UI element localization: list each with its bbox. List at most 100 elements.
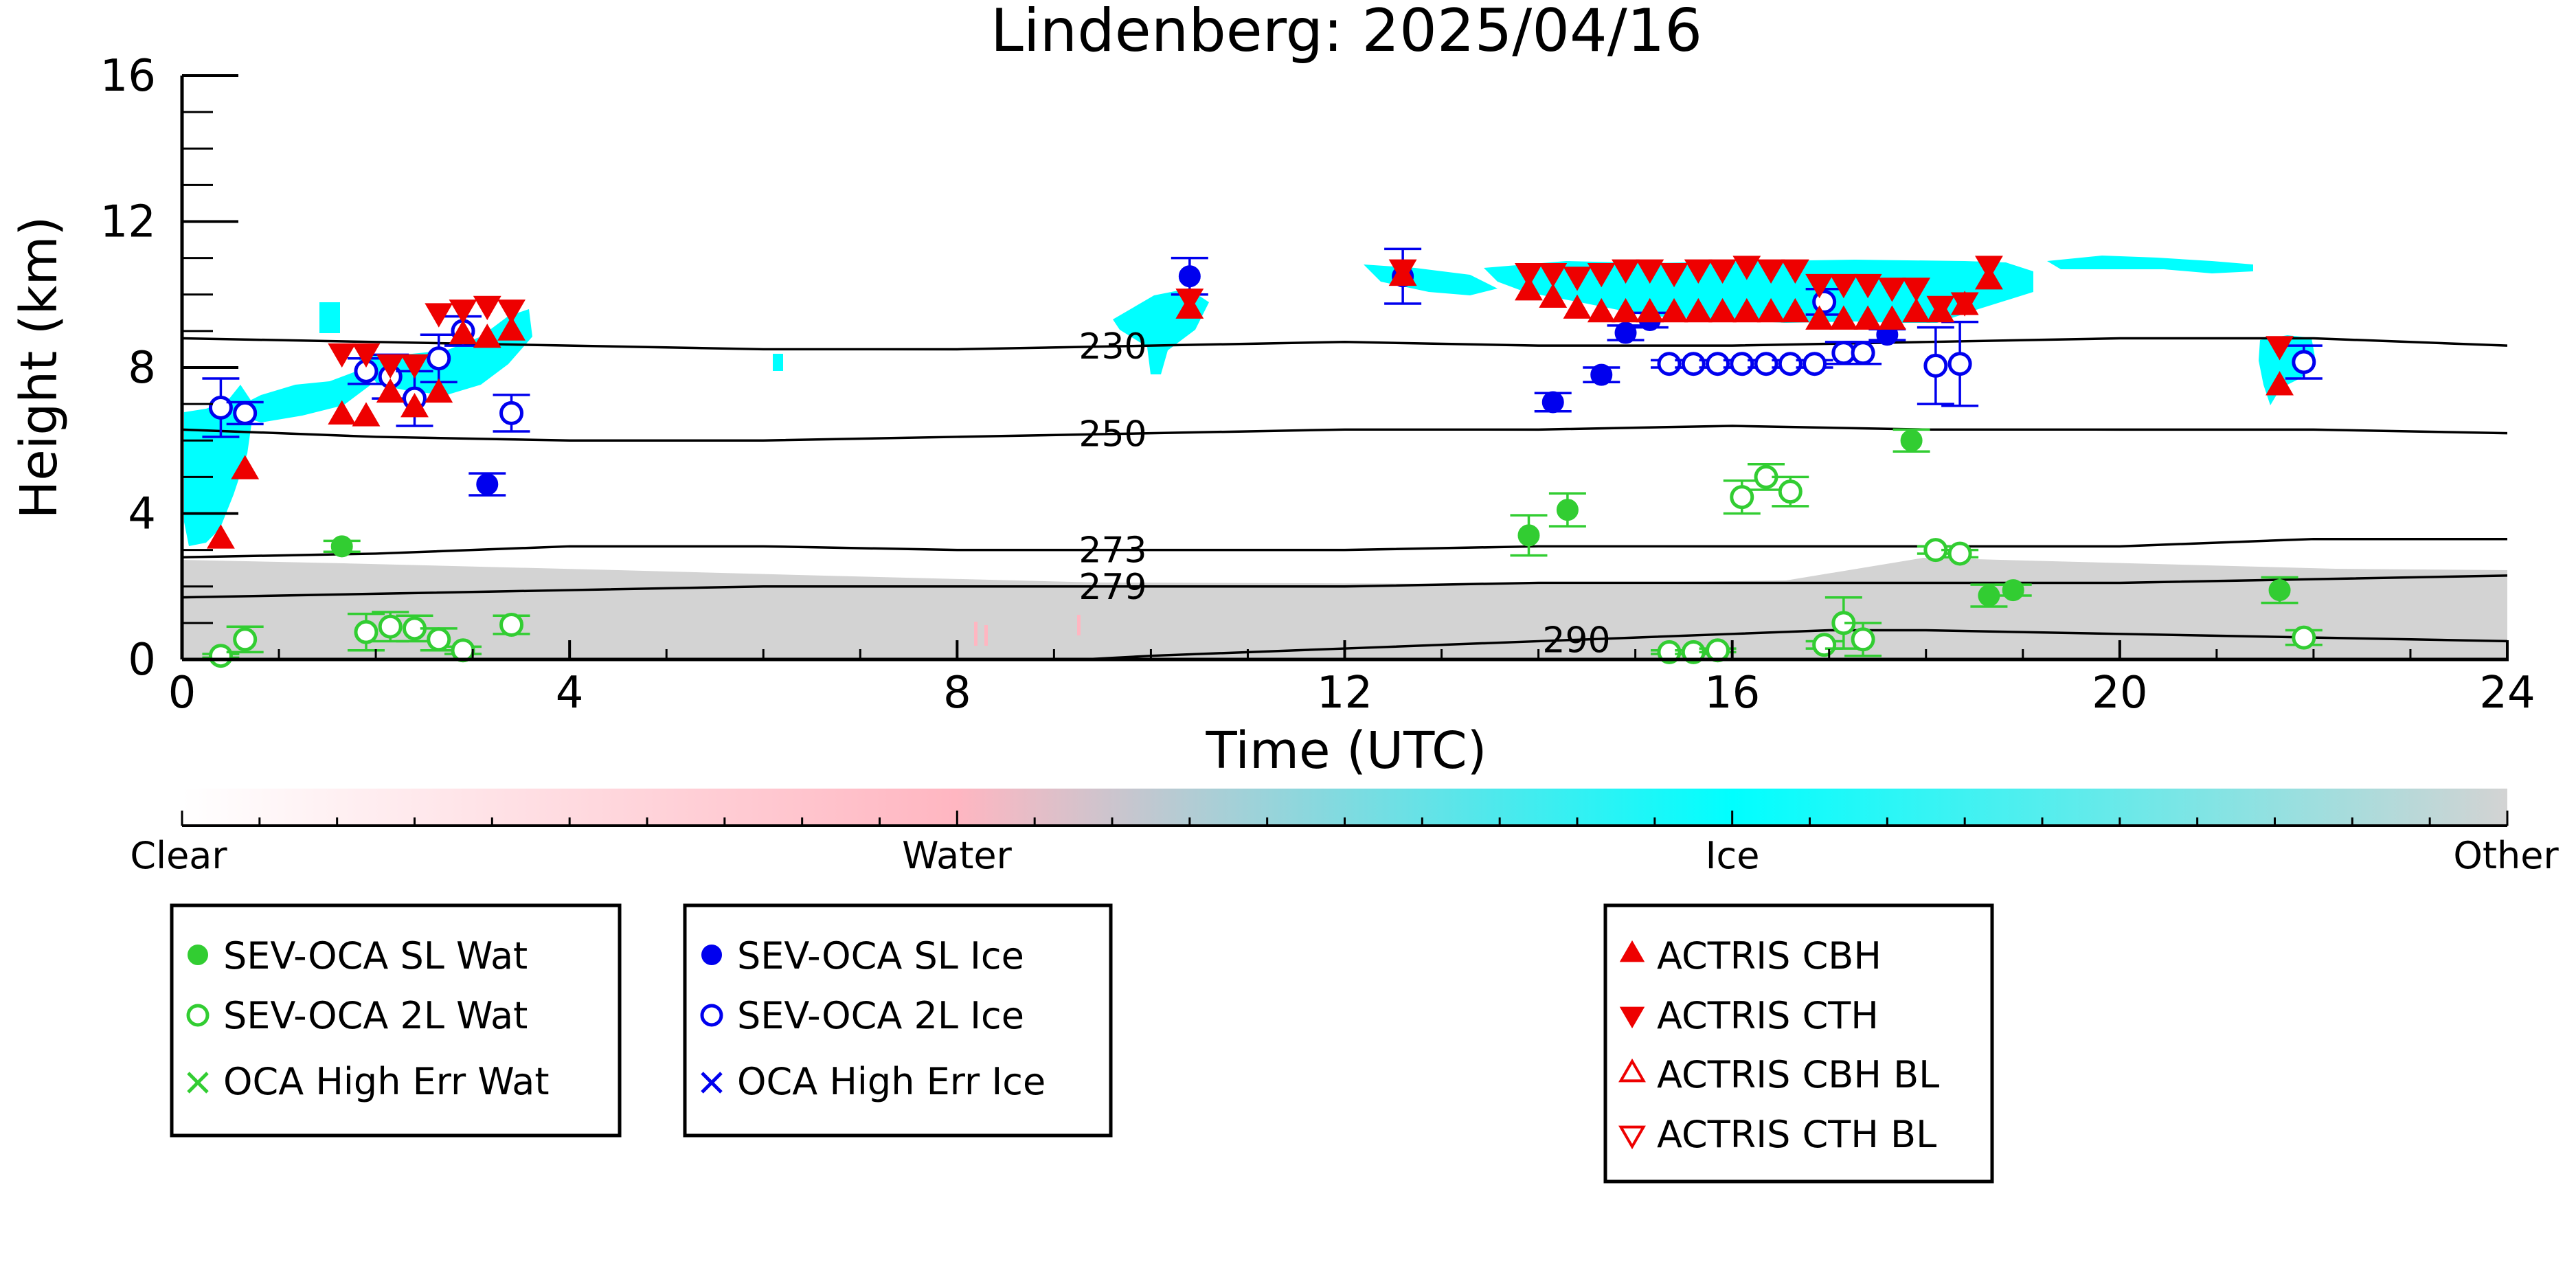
- point-actris-cbh: [449, 319, 477, 345]
- point-actris-cth: [473, 295, 501, 321]
- legend-marker-cbh: [1619, 940, 1645, 962]
- point-sev-oca-2l-wat: [2292, 625, 2316, 650]
- point-sev-oca-2l-ice: [2292, 350, 2316, 374]
- point-actris-cbh: [1587, 297, 1616, 323]
- point-sev-oca-2l-wat: [427, 627, 451, 652]
- point-actris-cbh: [497, 316, 526, 341]
- legend-marker-higherr-wat: [187, 1072, 209, 1094]
- point-sev-oca-2l-wat: [499, 613, 524, 637]
- x-axis-label: Time (UTC): [1205, 721, 1487, 780]
- point-actris-cth: [1829, 273, 1858, 299]
- point-actris-cth: [1587, 262, 1616, 288]
- contour-label-279: 279: [1078, 567, 1146, 608]
- legend-ice: SEV-OCA SL Ice SEV-OCA 2L Ice OCA High E…: [683, 903, 1113, 1138]
- point-actris-cth: [1175, 289, 1204, 313]
- water-speck: [984, 625, 988, 646]
- series-actris-cbh: [206, 261, 2294, 549]
- point-actris-cbh: [231, 455, 260, 479]
- point-sev-oca-2l-ice: [499, 400, 524, 425]
- y-tick-label: 8: [128, 343, 156, 394]
- point-actris-cbh: [206, 524, 235, 549]
- ice-region: [319, 302, 340, 333]
- legend-marker-sl-ice: [701, 945, 722, 965]
- series-sev-oca-2l-wat: [202, 463, 2323, 668]
- point-sev-oca-2l-ice: [208, 395, 233, 420]
- point-sev-oca-sl-wat: [2002, 579, 2024, 602]
- legend-label-sl-ice: SEV-OCA SL Ice: [737, 934, 1024, 978]
- point-actris-cth: [328, 343, 357, 368]
- point-actris-cth: [1539, 262, 1568, 288]
- water-speck: [974, 622, 978, 646]
- point-actris-cbh: [1563, 294, 1592, 319]
- ice-region: [2047, 256, 2253, 273]
- y-tick-label: 16: [100, 51, 156, 102]
- point-sev-oca-sl-ice: [1541, 391, 1564, 414]
- colorbar: Clear Water Ice Other: [130, 789, 2559, 877]
- point-actris-cbh: [1853, 305, 1882, 330]
- y-axis-label: Height (km): [10, 216, 69, 519]
- legend-label-higherr-wat: OCA High Err Wat: [223, 1060, 550, 1103]
- series-sev-oca-sl-ice: [468, 247, 1906, 497]
- point-actris-cth: [1515, 262, 1543, 288]
- legend-water: SEV-OCA SL Wat SEV-OCA 2L Wat OCA High E…: [170, 903, 622, 1138]
- contour-label-273: 273: [1078, 530, 1146, 572]
- point-actris-cth: [425, 303, 453, 328]
- contour-label-250: 250: [1078, 414, 1146, 455]
- legend-actris: ACTRIS CBH ACTRIS CTH ACTRIS CBH BL ACTR…: [1603, 903, 1994, 1184]
- point-sev-oca-2l-ice: [1803, 352, 1827, 376]
- point-actris-cth: [1853, 273, 1882, 299]
- contour-label-230: 230: [1078, 326, 1146, 368]
- point-actris-cbh: [1612, 297, 1640, 323]
- legend-marker-cth: [1619, 1006, 1645, 1029]
- legend-marker-cbh-bl: [1618, 1058, 1646, 1083]
- point-sev-oca-2l-wat: [354, 620, 379, 644]
- legend-label-sl-wat: SEV-OCA SL Wat: [223, 934, 528, 978]
- point-sev-oca-sl-wat: [1900, 429, 1923, 452]
- point-actris-cbh: [400, 393, 429, 418]
- colorbar-label-ice: Ice: [1706, 834, 1760, 877]
- legend-marker-2l-ice: [700, 1004, 723, 1027]
- legend-symbol: [1618, 1058, 1646, 1083]
- data-markers: [202, 247, 2323, 668]
- contour-label-290: 290: [1542, 620, 1610, 661]
- point-sev-oca-2l-wat: [1778, 479, 1803, 504]
- point-actris-cth: [1756, 259, 1785, 284]
- point-sev-oca-2l-ice: [1947, 352, 1972, 376]
- x-tick-label: 16: [1704, 668, 1760, 719]
- colorbar-label-other: Other: [2453, 834, 2559, 877]
- point-sev-oca-2l-wat: [1657, 640, 1682, 664]
- point-actris-cth: [1805, 273, 1834, 299]
- legend-symbol: [701, 945, 722, 965]
- legend-symbol: [1619, 1006, 1645, 1029]
- series-actris-cth: [328, 256, 2294, 379]
- point-sev-oca-2l-wat: [451, 638, 475, 663]
- point-sev-oca-2l-ice: [1778, 352, 1803, 376]
- point-sev-oca-2l-ice: [1730, 352, 1754, 376]
- point-actris-cth: [1563, 267, 1592, 291]
- point-actris-cbh: [328, 400, 357, 425]
- point-actris-cth: [1877, 278, 1906, 302]
- point-actris-cbh: [1805, 305, 1834, 330]
- colorbar-label-clear: Clear: [130, 834, 227, 877]
- point-actris-cth: [1612, 259, 1640, 284]
- point-actris-cbh: [1636, 297, 1664, 323]
- point-sev-oca-sl-wat: [1556, 499, 1579, 521]
- legend-label-higherr-ice: OCA High Err Ice: [737, 1060, 1046, 1103]
- chart-title: Lindenberg: 2025/04/16: [991, 0, 1702, 65]
- point-actris-cbh: [2266, 371, 2294, 396]
- legend-label-cbh-bl: ACTRIS CBH BL: [1657, 1053, 1939, 1096]
- contour-line-273: [182, 537, 2507, 558]
- point-actris-cbh: [1732, 297, 1761, 323]
- legend-symbol: [701, 1072, 723, 1094]
- point-actris-cbh: [1660, 297, 1688, 323]
- point-sev-oca-2l-ice: [1706, 352, 1730, 376]
- series-sev-oca-sl-wat: [323, 428, 2298, 608]
- y-tick-label: 12: [100, 197, 156, 248]
- point-sev-oca-2l-ice: [1923, 353, 1948, 378]
- point-sev-oca-2l-wat: [208, 644, 233, 668]
- legend-symbol: [186, 1004, 210, 1027]
- water-speck: [1077, 615, 1081, 635]
- point-actris-cbh: [1902, 297, 1931, 323]
- x-tick-label: 4: [556, 668, 584, 719]
